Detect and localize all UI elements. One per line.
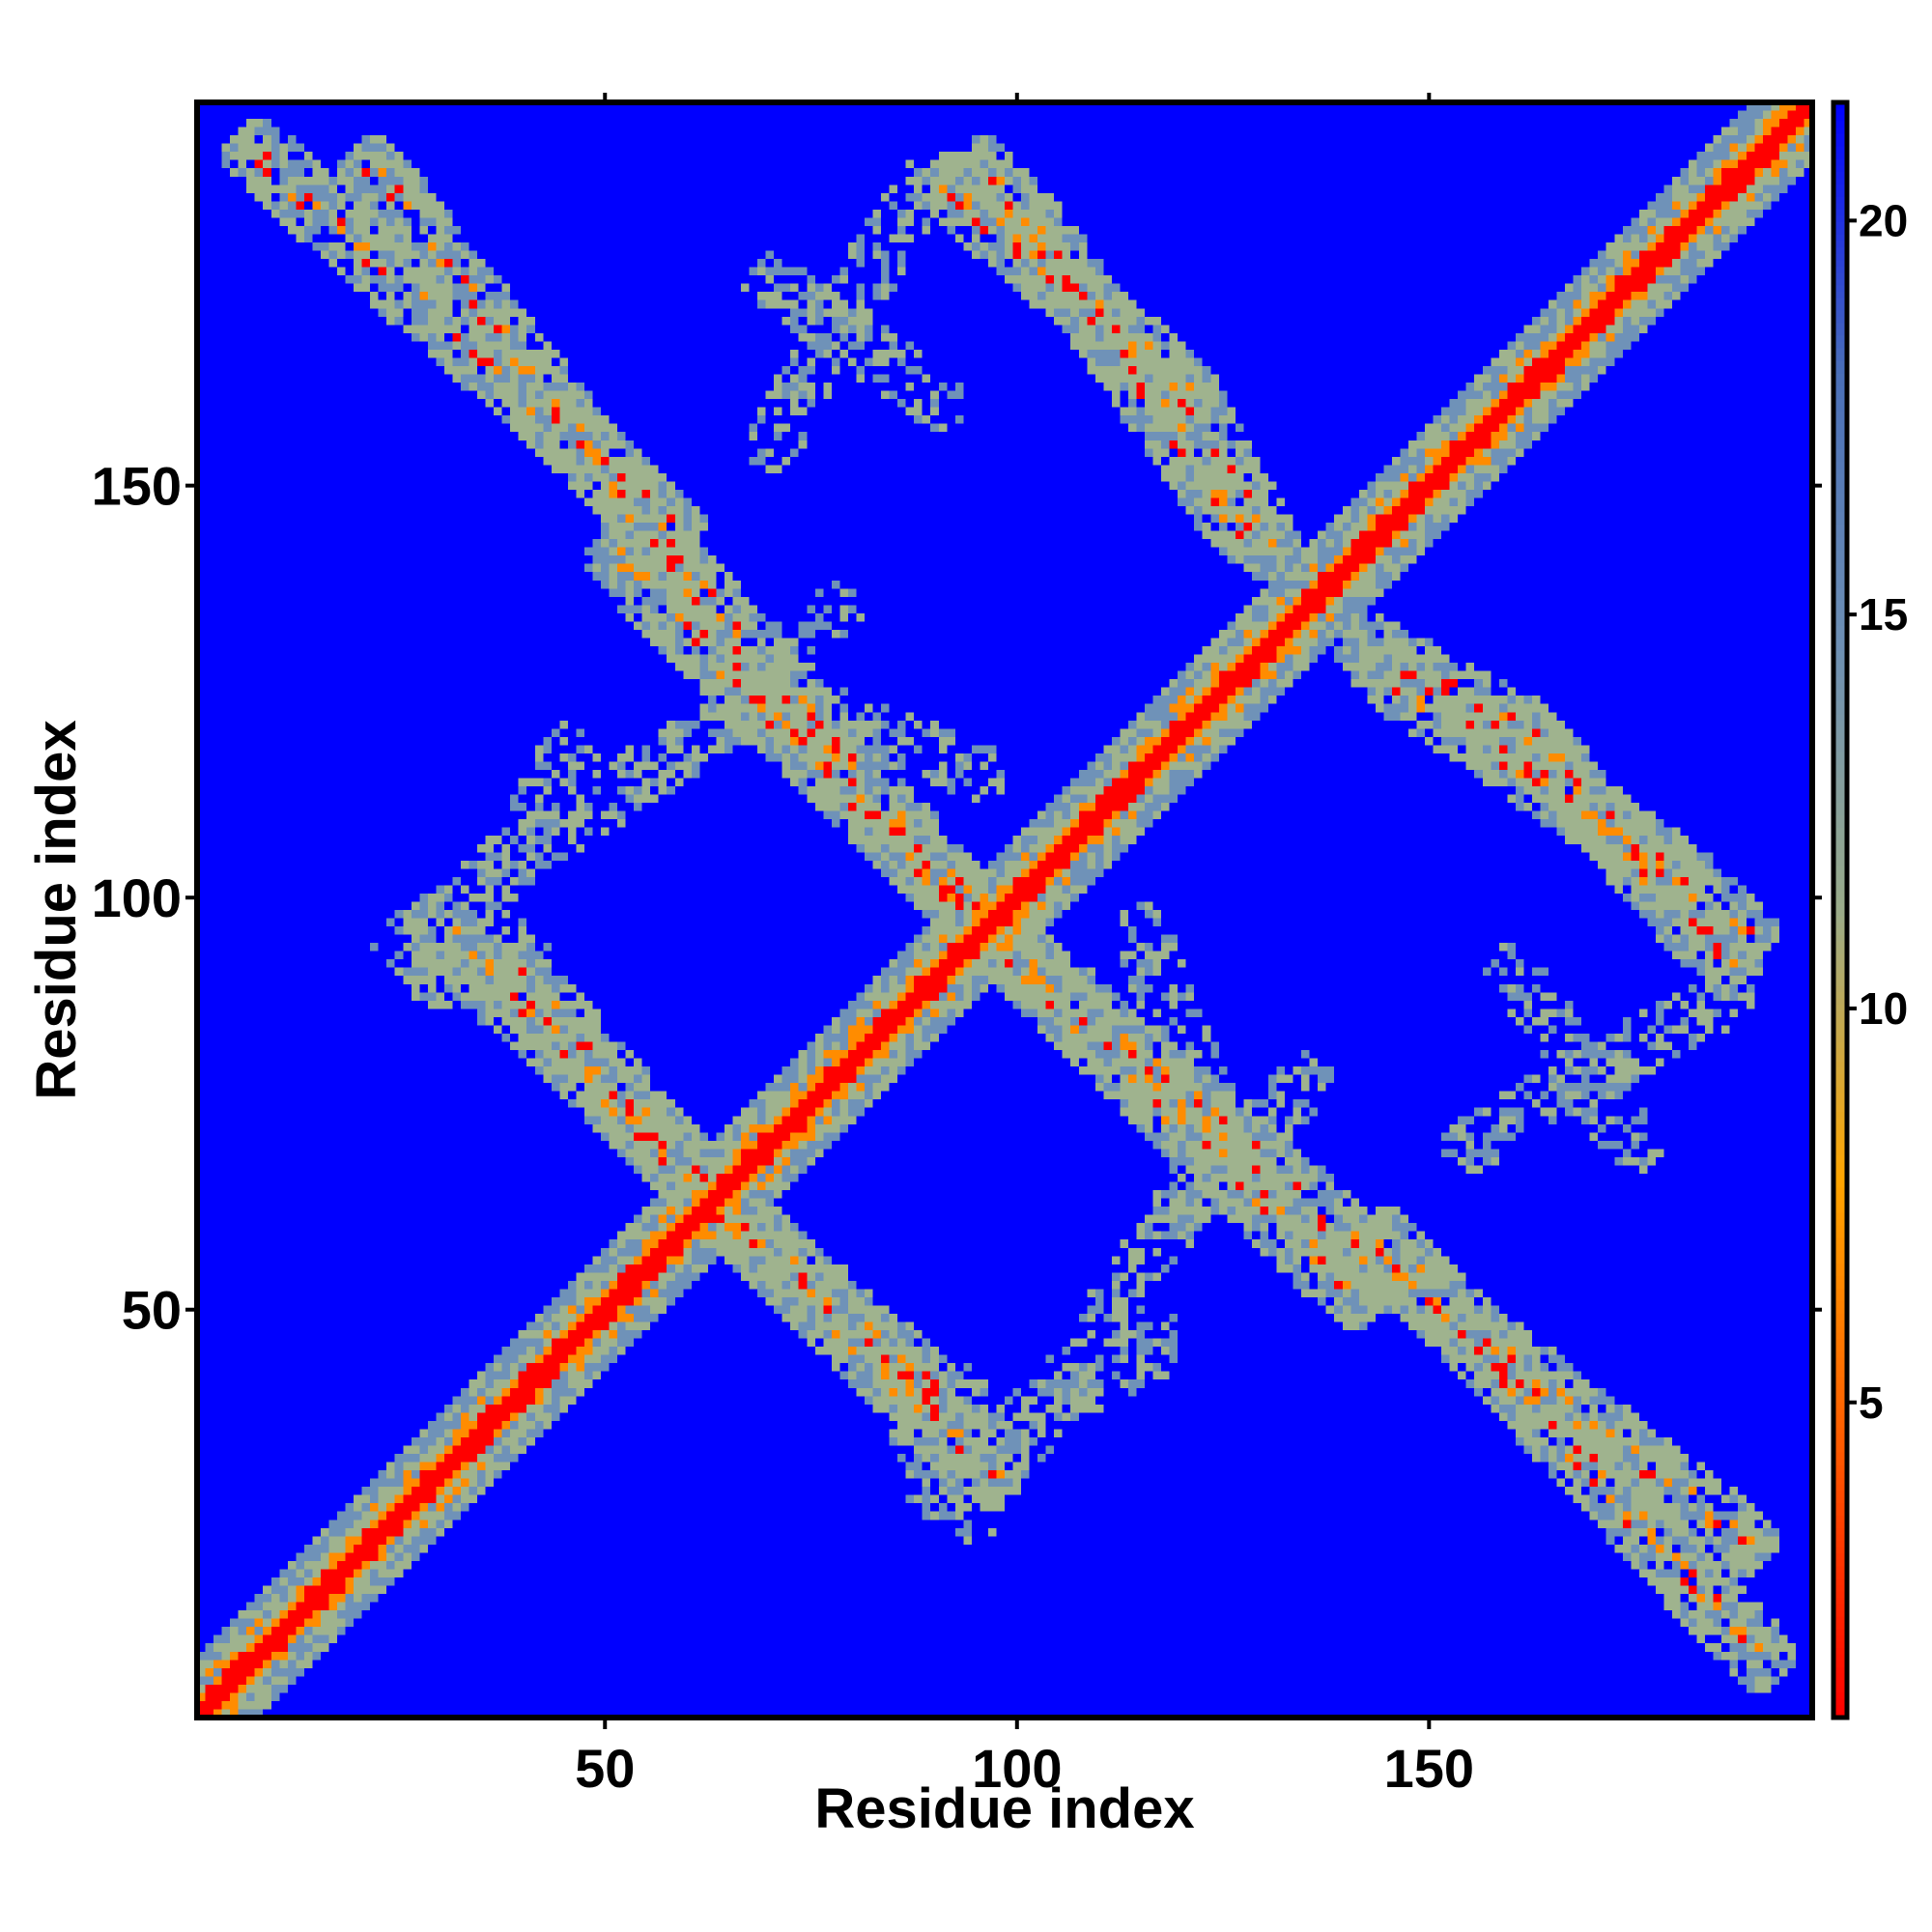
x-tick-label: 50 — [575, 1738, 635, 1799]
x-axis-title: Residue index — [814, 1777, 1194, 1840]
y-axis-title: Residue index — [25, 720, 88, 1099]
colorbar-tick-label: 5 — [1859, 1378, 1884, 1428]
y-tick-label: 150 — [92, 456, 182, 517]
y-axis-ticks: 50 100 150 — [92, 456, 197, 1341]
colorbar-tick-label: 10 — [1859, 983, 1908, 1034]
colorbar-ticks: 5 10 15 20 — [1847, 195, 1908, 1428]
colorbar-gradient — [1833, 102, 1847, 1718]
heatmap-canvas — [197, 102, 1812, 1718]
plot-frame — [194, 99, 1815, 1720]
colorbar-tick-label: 15 — [1859, 589, 1908, 639]
colorbar-frame — [1831, 99, 1850, 1720]
top-axis-ticks — [603, 93, 1432, 102]
x-tick-label: 150 — [1384, 1738, 1474, 1799]
x-tick-label: 100 — [972, 1738, 1062, 1799]
right-axis-ticks — [1812, 483, 1822, 1312]
y-tick-label: 100 — [92, 867, 182, 928]
colorbar-tick-label: 20 — [1859, 195, 1908, 245]
y-tick-label: 50 — [122, 1280, 182, 1341]
x-axis-ticks: 50 100 150 — [575, 1718, 1474, 1799]
